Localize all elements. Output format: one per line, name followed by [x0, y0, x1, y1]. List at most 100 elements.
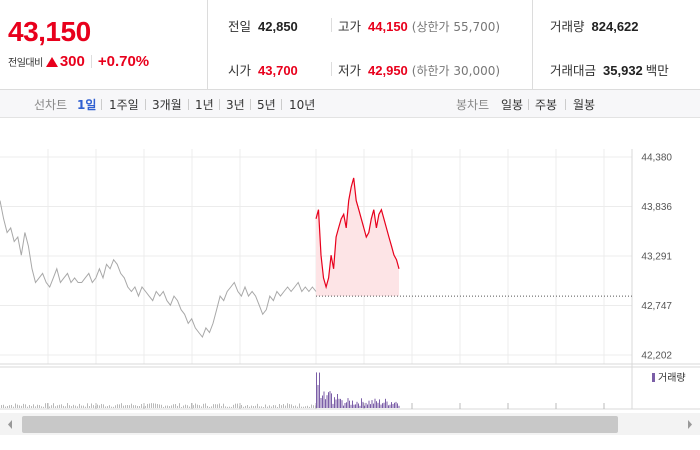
period-tab-1y[interactable]: 1년 [195, 98, 214, 112]
volume-bar [328, 392, 329, 408]
period-tab-1w[interactable]: 1주일 [109, 98, 139, 112]
volume-bar [380, 404, 382, 408]
volume-bar [183, 405, 184, 408]
change-amount: 300 [59, 53, 85, 70]
volume-bar [175, 404, 176, 408]
volume-bar [209, 406, 210, 408]
stat-volume: 거래량 824,622 [550, 16, 639, 35]
stat-sub: (상한가 55,700) [411, 20, 501, 34]
volume-legend: 거래량 [652, 372, 686, 384]
volume-bar [344, 403, 346, 408]
volume-bar [275, 405, 276, 408]
volume-bar [47, 403, 48, 408]
scroll-right-icon[interactable] [688, 420, 692, 429]
volume-bar [237, 403, 238, 408]
volume-bar [257, 403, 258, 408]
y-tick-label: 43,836 [641, 202, 672, 213]
stat-label: 시가 [228, 63, 252, 78]
volume-bar [163, 406, 164, 408]
volume-bar [185, 404, 186, 408]
volume-bar [67, 403, 68, 408]
volume-bar [121, 403, 122, 408]
stat-value: 43,700 [258, 63, 298, 78]
divider [250, 99, 251, 110]
volume-bar [187, 405, 188, 408]
volume-bar [235, 403, 236, 408]
volume-bar [215, 404, 216, 408]
volume-bar [89, 406, 90, 408]
period-tab-10y[interactable]: 10년 [289, 98, 316, 112]
volume-bar [49, 406, 50, 408]
volume-bar [291, 404, 292, 408]
volume-bar [11, 404, 12, 408]
volume-bar [359, 405, 361, 408]
volume-bar [362, 401, 364, 408]
volume-bar [59, 404, 60, 408]
volume-bar [367, 404, 368, 408]
period-tab-3m[interactable]: 3개월 [152, 98, 182, 112]
stat-low: 저가 42,950 (하한가 30,000) [338, 60, 500, 79]
volume-bar [7, 406, 8, 408]
volume-bar [211, 406, 212, 408]
divider [219, 99, 220, 110]
volume-bar [119, 404, 120, 408]
volume-bar [394, 402, 395, 408]
y-tick-label: 42,747 [641, 301, 672, 312]
volume-bar [356, 401, 358, 408]
volume-bar [181, 406, 182, 408]
period-tab-3y[interactable]: 3년 [226, 98, 245, 112]
volume-bar [143, 406, 144, 408]
volume-bar [13, 406, 14, 408]
candle-tab-monthly[interactable]: 월봉 [573, 98, 596, 112]
volume-bar [316, 372, 317, 408]
divider [565, 99, 566, 110]
change-label: 전일대비 [8, 58, 43, 69]
volume-bar [315, 405, 316, 408]
volume-bar [43, 406, 44, 408]
volume-bar [320, 398, 322, 408]
volume-bar [251, 405, 252, 408]
stat-value: 35,932 [603, 63, 643, 78]
stat-value: 42,950 [368, 63, 408, 78]
volume-bar [368, 400, 370, 408]
divider [188, 99, 189, 110]
divider [101, 99, 102, 110]
volume-bar [77, 406, 78, 408]
volume-bar [35, 406, 36, 408]
volume-bar [51, 405, 52, 408]
period-tab-1d[interactable]: 1일 [77, 98, 97, 112]
scroll-left-icon[interactable] [8, 420, 12, 429]
volume-bar [271, 406, 272, 408]
volume-bar [45, 403, 46, 408]
stat-high: 고가 44,150 (상한가 55,700) [338, 16, 500, 35]
stat-prev-close: 전일 42,850 [228, 16, 298, 35]
volume-bar [241, 405, 242, 408]
y-tick-label: 42,202 [641, 351, 672, 362]
volume-bar [79, 403, 80, 408]
volume-bar [159, 404, 160, 408]
volume-bar [376, 401, 377, 408]
stat-label: 거래량 [550, 19, 585, 34]
volume-bar [325, 399, 326, 408]
y-tick-label: 44,380 [641, 153, 672, 164]
volume-bar [141, 404, 142, 408]
volume-bar [193, 405, 194, 408]
period-tab-5y[interactable]: 5년 [257, 98, 276, 112]
volume-bar [169, 406, 170, 408]
volume-bar [349, 400, 350, 408]
volume-bar [311, 404, 312, 408]
candle-tab-daily[interactable]: 일봉 [501, 98, 524, 112]
volume-bar [395, 401, 397, 408]
scrollbar-thumb[interactable] [22, 416, 618, 433]
stat-value: 42,850 [258, 19, 298, 34]
price-chart: 44,380 43,836 43,291 42,747 42,202 거래량 [0, 149, 700, 435]
volume-bar [340, 398, 341, 408]
volume-bar [358, 403, 359, 408]
volume-bar [69, 405, 70, 408]
volume-bar [253, 406, 254, 408]
candle-tab-weekly[interactable]: 주봉 [535, 98, 558, 112]
volume-bar [101, 403, 102, 408]
volume-bar [213, 404, 214, 408]
volume-bar [145, 405, 146, 408]
volume-bar [343, 405, 344, 408]
